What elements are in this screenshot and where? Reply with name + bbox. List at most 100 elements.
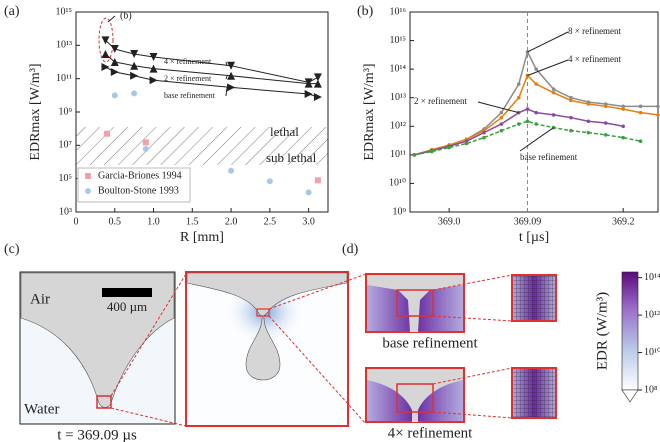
data-point [551, 90, 556, 95]
x-axis-label: R [mm] [180, 230, 224, 245]
air-label: Air [30, 291, 50, 307]
data-point [534, 122, 538, 126]
data-point [149, 52, 158, 61]
data-point [412, 153, 417, 157]
data-point [110, 68, 119, 77]
data-point [525, 107, 530, 111]
data-point [482, 130, 486, 135]
data-point [111, 92, 118, 99]
series-label: 4 × refinement [164, 57, 212, 66]
data-point [313, 79, 322, 88]
data-point [516, 122, 521, 126]
y-tick-label: 10¹³ [56, 40, 72, 51]
data-point [227, 61, 236, 70]
data-point [638, 104, 643, 109]
x-tick-label: 3.0 [302, 216, 315, 227]
series-line [414, 108, 624, 156]
data-point [482, 135, 486, 140]
x-tick-label: 369.2 [612, 216, 635, 227]
data-point [638, 110, 643, 115]
colorbar-tick-label: 10¹⁰ [644, 347, 660, 358]
data-point [447, 145, 451, 150]
x-tick-label: 2.5 [264, 216, 277, 227]
data-point [569, 98, 573, 103]
series-line [414, 120, 641, 156]
data-point [149, 76, 158, 85]
series-line [414, 74, 659, 156]
data-point [551, 113, 556, 117]
data-point [534, 110, 538, 115]
y-tick-label: 10⁵ [59, 173, 73, 184]
data-point [621, 107, 625, 111]
legend-box [77, 167, 191, 203]
y-tick-label: 10⁹ [59, 106, 73, 117]
data-point [621, 104, 625, 109]
data-point [110, 45, 119, 54]
data-point [149, 64, 158, 73]
data-point [101, 50, 110, 59]
y-tick-label: 10¹² [390, 121, 406, 132]
data-point [227, 83, 236, 92]
colorbar-tick-label: 10¹⁴ [644, 272, 660, 283]
annotation-arrow [477, 101, 519, 114]
annotation-arrow [519, 127, 554, 152]
y-axis-label: EDRmax [W/m³] [362, 63, 377, 160]
y-tick-label: 10¹¹ [390, 149, 406, 160]
lethal-band [76, 127, 328, 165]
panel-label: (c) [4, 242, 20, 257]
legend-label: Garcia-Briones 1994 [98, 170, 182, 181]
data-point [499, 128, 504, 133]
data-point [313, 92, 322, 101]
data-point [621, 135, 625, 140]
data-point [569, 115, 573, 120]
y-axis-label: EDRmax [W/m³] [28, 63, 43, 160]
data-point [130, 50, 139, 59]
annotation-arrow [225, 61, 228, 66]
y-tick-label: 10¹³ [390, 92, 406, 103]
annotation: (b) [120, 10, 132, 21]
x-tick-label: 2.0 [225, 216, 238, 227]
x-tick-label: 0 [74, 216, 79, 227]
x-tick-label: 369.09 [514, 216, 542, 227]
y-tick-label: 10⁷ [59, 140, 73, 151]
legend-marker [85, 188, 91, 194]
panel-c-images [19, 271, 367, 427]
series-label: 4 × refinement [568, 54, 622, 64]
annotation-arrow [107, 15, 116, 23]
colorbar-tick-label: 10¹² [644, 309, 660, 320]
data-point [110, 58, 119, 66]
data-point [499, 122, 504, 126]
x-tick-label: 369.0 [438, 216, 461, 227]
legend-label: Boulton-Stone 1993 [98, 185, 179, 196]
annotation-arrow [225, 75, 228, 80]
data-point [656, 113, 660, 117]
data-point [499, 110, 504, 115]
x-tick-label: 1.5 [186, 216, 199, 227]
data-point [228, 167, 235, 174]
y-tick-label: 10³ [59, 206, 72, 217]
data-point [304, 79, 313, 88]
y-tick-label: 10¹¹ [56, 73, 72, 84]
annotation: sub lethal [266, 150, 317, 165]
legend-marker [85, 173, 91, 179]
time-label: t = 369.09 µs [57, 427, 137, 442]
data-point [101, 63, 110, 72]
annotation-arrow [527, 59, 569, 76]
series-label: base refinement [520, 152, 578, 162]
data-point [131, 90, 138, 97]
colorbar-tick-label: 10⁸ [644, 384, 658, 395]
y-tick-label: 10¹⁴ [390, 63, 407, 74]
data-point [266, 178, 273, 185]
data-point [313, 73, 322, 82]
x-axis-label: t [µs] [519, 230, 549, 245]
y-tick-label: 10¹⁶ [390, 6, 407, 17]
data-point [499, 115, 504, 120]
data-point [130, 61, 139, 70]
data-point [586, 102, 591, 106]
data-point [586, 130, 591, 135]
plot-frame [409, 11, 659, 213]
data-point [569, 128, 573, 133]
data-point [104, 130, 111, 137]
data-point [603, 133, 608, 137]
